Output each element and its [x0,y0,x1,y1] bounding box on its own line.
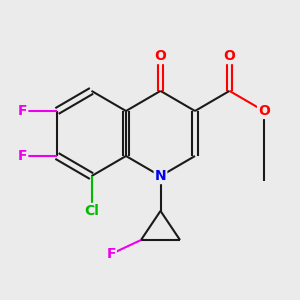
Text: Cl: Cl [84,204,99,218]
Text: O: O [154,49,166,63]
Text: F: F [18,104,27,118]
Text: O: O [258,104,270,118]
Text: F: F [18,149,27,163]
Text: O: O [224,49,236,63]
Text: N: N [155,169,166,183]
Text: F: F [106,247,116,261]
